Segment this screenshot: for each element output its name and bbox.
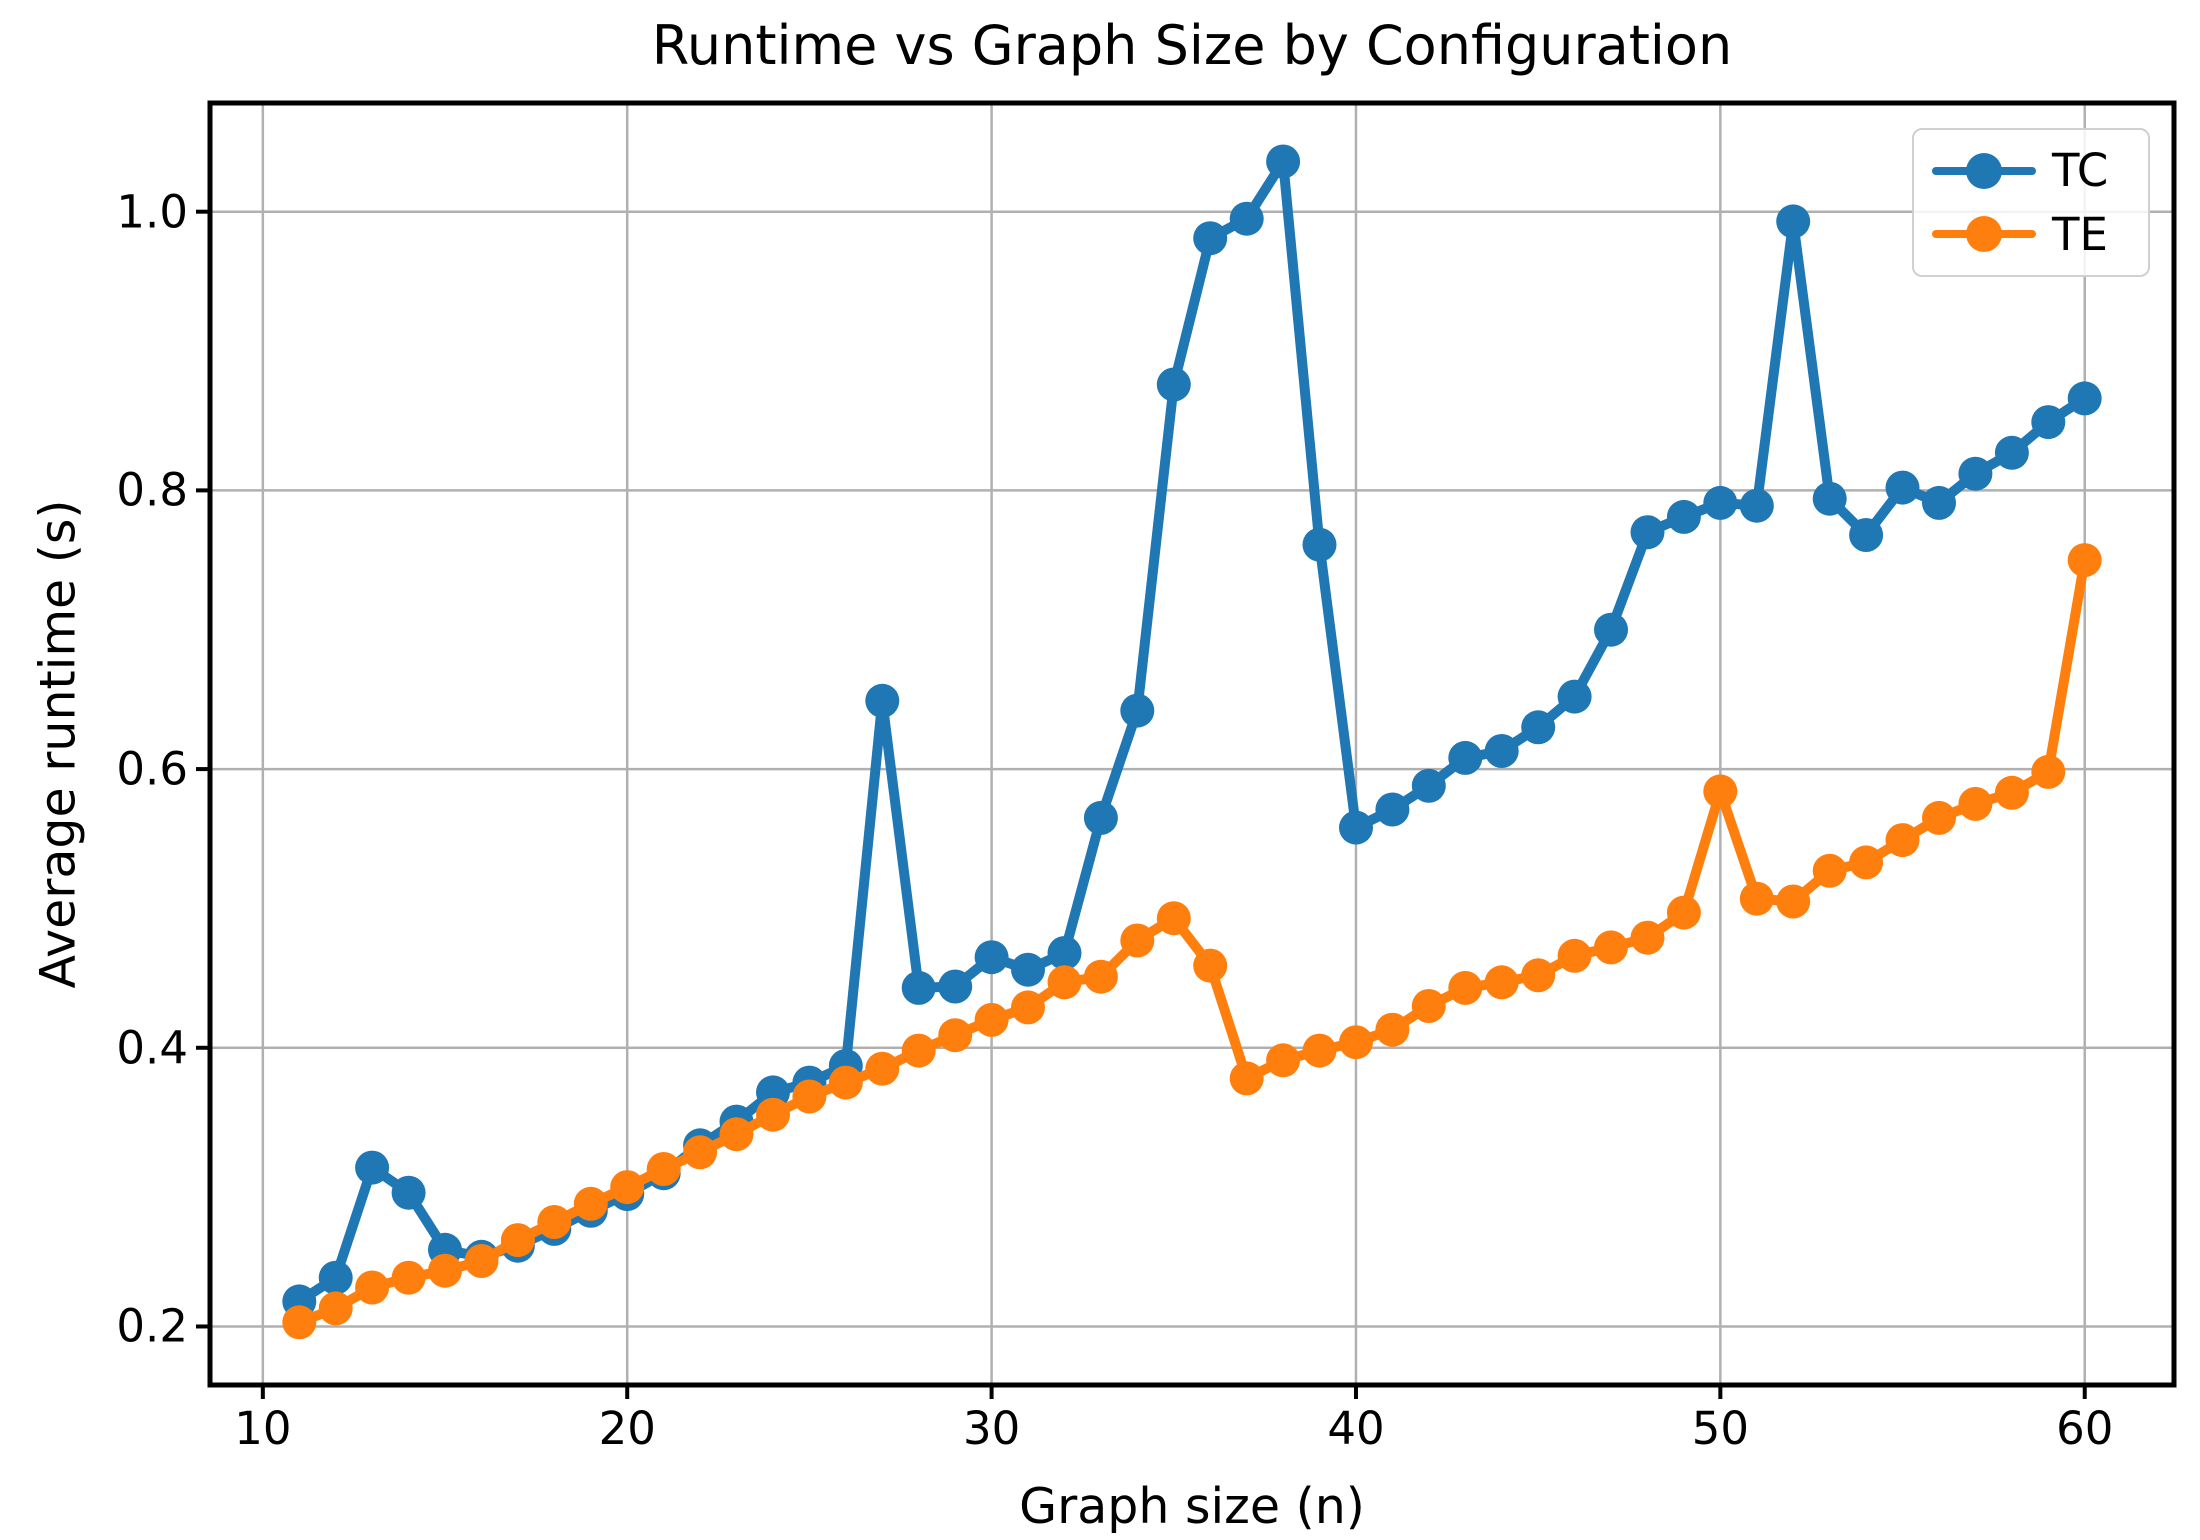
gridlines [210, 103, 2174, 1385]
legend: TC TE [1912, 128, 2150, 277]
legend-entry-te: TE [1932, 208, 2130, 261]
x-tick-label: 60 [2056, 1402, 2114, 1455]
x-tick-label: 50 [1691, 1402, 1749, 1455]
tc-series-line [294, 156, 2090, 1307]
y-tick-label: 0.8 [116, 463, 188, 517]
tc-line-marker-sample [1932, 152, 2036, 189]
axes-frame [207, 100, 2177, 1388]
y-tick-label: 0.6 [116, 742, 188, 796]
x-tick-label: 10 [234, 1402, 292, 1455]
x-tick-label: 30 [962, 1402, 1021, 1455]
tick-marks [196, 209, 2087, 1399]
x-axis-label: Graph size (n) [1019, 1478, 1365, 1535]
y-tick-label: 0.2 [116, 1299, 188, 1353]
legend-entry-tc: TC [1932, 144, 2130, 197]
x-tick-label: 40 [1327, 1402, 1385, 1455]
y-tick-label: 1.0 [116, 185, 188, 239]
x-tick-label: 20 [598, 1402, 656, 1455]
te-series-line [294, 555, 2090, 1328]
te-line-marker-sample [1932, 216, 2036, 253]
y-tick-label: 0.4 [116, 1021, 188, 1075]
chart-title: Runtime vs Graph Size by Configuration [651, 14, 1733, 77]
legend-label-tc: TC [2052, 144, 2109, 198]
legend-label-te: TE [2052, 207, 2108, 261]
te-series-markers [282, 543, 2102, 1340]
